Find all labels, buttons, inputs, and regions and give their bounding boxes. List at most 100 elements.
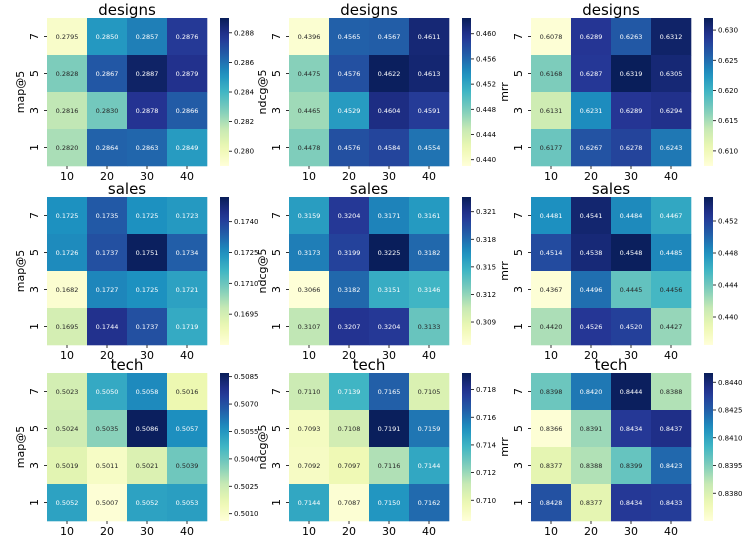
cell-value-label: 0.5011 — [96, 462, 119, 470]
heatmap-cell — [87, 410, 128, 448]
heatmap-cell — [329, 484, 370, 522]
heatmap-cell — [329, 129, 370, 167]
colorbar-tick-label: 0.5025 — [234, 483, 259, 491]
cell-value-label: 0.1721 — [176, 286, 199, 294]
cell-value-label: 0.3146 — [418, 286, 441, 294]
cell-value-label: 0.7097 — [338, 462, 361, 470]
heatmap-cell — [47, 308, 88, 346]
y-tick-label: 1 — [512, 499, 525, 506]
heatmap-cell — [167, 410, 208, 448]
cell-value-label: 0.8434 — [620, 499, 643, 507]
cell-value-label: 0.3199 — [338, 249, 361, 257]
heatmap-cell — [167, 234, 208, 272]
cell-value-label: 0.3159 — [298, 212, 321, 220]
colorbar-tick-label: 0.284 — [234, 89, 255, 97]
colorbar — [704, 197, 713, 345]
x-tick-label: 40 — [180, 525, 194, 538]
heatmap-cell — [531, 447, 572, 485]
cell-value-label: 0.6278 — [620, 144, 643, 152]
heatmap-cell — [369, 484, 410, 522]
heatmap-cell — [531, 410, 572, 448]
x-tick-label: 30 — [140, 349, 154, 362]
y-tick-label: 5 — [270, 70, 283, 77]
x-tick-label: 40 — [422, 525, 436, 538]
chart-title: tech — [111, 356, 144, 374]
heatmap-cell — [47, 447, 88, 485]
colorbar-tick-label: 0.440 — [476, 156, 496, 164]
colorbar — [220, 18, 229, 166]
chart-title: designs — [582, 1, 640, 19]
y-axis-label: map@5 — [14, 250, 27, 292]
heatmap-cell — [571, 18, 612, 56]
heatmap-cell — [329, 271, 370, 309]
heatmap-cell — [127, 55, 168, 93]
y-tick-label: 1 — [512, 323, 525, 330]
x-tick-label: 40 — [664, 349, 678, 362]
cell-value-label: 0.1744 — [96, 323, 119, 331]
cell-value-label: 0.1725 — [56, 212, 79, 220]
cell-value-label: 0.6289 — [620, 107, 643, 115]
x-tick-label: 30 — [382, 170, 396, 183]
heatmap-panel: sales map@5 0.1725 0.1735 0.1725 0.1723 0.1726… — [14, 180, 259, 362]
cell-value-label: 0.6319 — [620, 70, 643, 78]
cell-value-label: 0.5021 — [136, 462, 159, 470]
x-tick-label: 10 — [544, 349, 558, 362]
heatmap-cell — [127, 447, 168, 485]
y-tick-label: 5 — [28, 425, 41, 432]
x-tick-label: 20 — [342, 525, 356, 538]
heatmap-cell — [571, 129, 612, 167]
y-tick-label: 7 — [512, 388, 525, 395]
y-tick-label: 5 — [28, 249, 41, 256]
cell-value-label: 0.7093 — [298, 425, 321, 433]
cell-value-label: 0.4514 — [540, 249, 563, 257]
x-tick-label: 30 — [624, 525, 638, 538]
x-tick-label: 40 — [664, 525, 678, 538]
colorbar-tick-label: 0.625 — [718, 57, 738, 65]
heatmap-cell — [611, 234, 652, 272]
heatmap-cell — [369, 55, 410, 93]
heatmap-cell — [369, 271, 410, 309]
heatmap-cell — [47, 55, 88, 93]
colorbar — [220, 197, 229, 345]
heatmap-cell — [329, 55, 370, 93]
cell-value-label: 0.1726 — [56, 249, 79, 257]
colorbar-tick-label: 0.615 — [718, 117, 738, 125]
heatmap-cell — [127, 308, 168, 346]
cell-value-label: 0.7191 — [378, 425, 401, 433]
heatmap-cell — [611, 484, 652, 522]
heatmap-cell — [167, 373, 208, 411]
cell-value-label: 0.2876 — [176, 33, 199, 41]
y-axis-label: map@5 — [14, 426, 27, 468]
cell-value-label: 0.3182 — [338, 286, 361, 294]
heatmap-cell — [531, 484, 572, 522]
cell-value-label: 0.3225 — [378, 249, 401, 257]
cell-value-label: 0.5052 — [136, 499, 159, 507]
cell-value-label: 0.4396 — [298, 33, 321, 41]
heatmap-cell — [127, 484, 168, 522]
y-tick-label: 3 — [270, 286, 283, 293]
heatmap-cell — [127, 234, 168, 272]
cell-value-label: 0.6243 — [660, 144, 683, 152]
colorbar-tick-label: 0.8395 — [718, 462, 743, 470]
y-tick-label: 1 — [270, 323, 283, 330]
x-tick-label: 30 — [140, 525, 154, 538]
cell-value-label: 0.5024 — [56, 425, 79, 433]
cell-value-label: 0.4613 — [418, 70, 441, 78]
heatmap-cell — [369, 234, 410, 272]
colorbar-tick-label: 0.5085 — [234, 373, 259, 381]
cell-value-label: 0.5039 — [176, 462, 199, 470]
cell-value-label: 0.5019 — [56, 462, 79, 470]
x-tick-label: 40 — [422, 170, 436, 183]
colorbar-tick-label: 0.5055 — [234, 428, 259, 436]
cell-value-label: 0.6177 — [540, 144, 563, 152]
cell-value-label: 0.6267 — [580, 144, 603, 152]
colorbar-tick-label: 0.286 — [234, 59, 255, 67]
x-tick-label: 20 — [100, 525, 114, 538]
cell-value-label: 0.4554 — [418, 144, 441, 152]
cell-value-label: 0.4484 — [620, 212, 643, 220]
heatmap-cell — [127, 129, 168, 167]
cell-value-label: 0.8366 — [540, 425, 563, 433]
cell-value-label: 0.4465 — [298, 107, 321, 115]
heatmap-cell — [87, 92, 128, 130]
